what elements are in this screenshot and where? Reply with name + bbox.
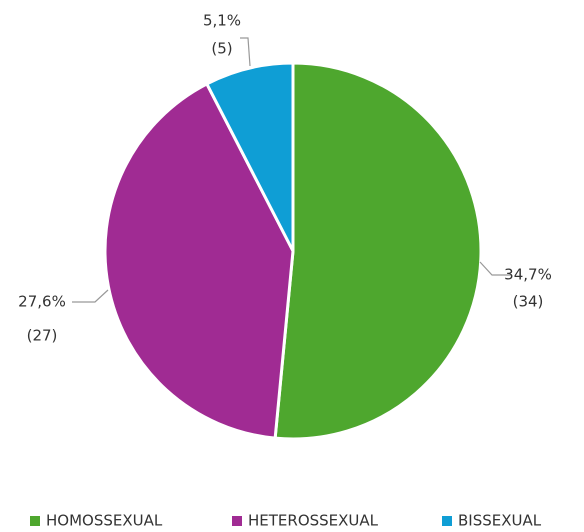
value-label: (27) (27, 327, 58, 345)
pie-slice (273, 61, 483, 441)
legend-swatch (442, 516, 452, 526)
legend-swatch (30, 516, 40, 526)
leader-line (72, 289, 109, 303)
legend-label: HETEROSSEXUAL (248, 512, 379, 530)
value-label: (34) (513, 293, 544, 311)
pie-slice (103, 81, 295, 440)
legend-label: HOMOSSEXUAL (46, 512, 163, 530)
leader-line (240, 37, 251, 67)
leader-line (479, 261, 512, 276)
percentage-label: 5,1% (203, 12, 241, 30)
value-label: (5) (211, 40, 232, 58)
legend-swatch (232, 516, 242, 526)
legend-label: BISSEXUAL (458, 512, 542, 530)
percentage-label: 34,7% (504, 266, 552, 284)
percentage-label: 27,6% (18, 293, 66, 311)
pie-slice (204, 61, 295, 252)
